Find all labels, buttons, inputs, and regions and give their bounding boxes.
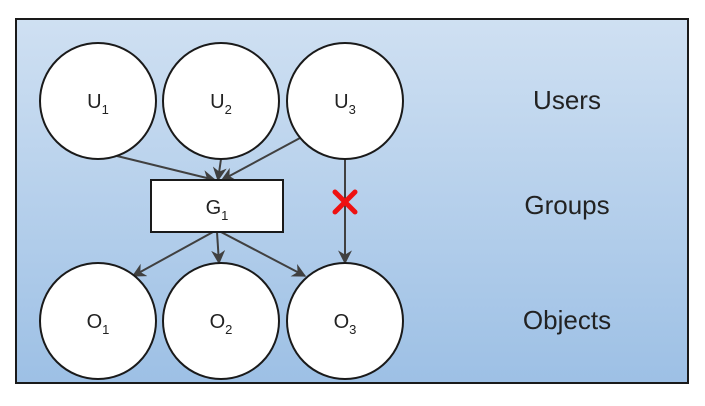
object-node-o2-label: O2	[210, 311, 233, 337]
user-node-u2-label: U2	[210, 91, 232, 117]
edge-g1-o2	[211, 231, 226, 265]
layer-label-objects: Objects	[523, 305, 611, 335]
edge-g1-o3	[220, 231, 307, 277]
group-node-g1-label: G1	[206, 197, 229, 223]
object-node-o2: O2	[162, 262, 280, 380]
cross-icon	[332, 189, 358, 215]
edge-u2-g1	[212, 158, 227, 182]
group-node-g1: G1	[150, 179, 284, 233]
edge-u1-g1	[116, 155, 217, 184]
edge-g1-o1	[131, 231, 214, 277]
edges-layer	[116, 137, 352, 277]
user-node-u3-label: U3	[334, 91, 356, 117]
user-node-u3: U3	[286, 42, 404, 160]
layer-label-groups: Groups	[524, 190, 609, 220]
object-node-o1: O1	[39, 262, 157, 380]
object-node-o1-label: O1	[87, 311, 110, 337]
user-node-u1: U1	[39, 42, 157, 160]
edge-u3-g1	[220, 137, 301, 181]
user-node-u1-label: U1	[87, 91, 109, 117]
layer-label-users: Users	[533, 85, 601, 115]
object-node-o3-label: O3	[334, 311, 357, 337]
object-node-o3: O3	[286, 262, 404, 380]
user-node-u2: U2	[162, 42, 280, 160]
